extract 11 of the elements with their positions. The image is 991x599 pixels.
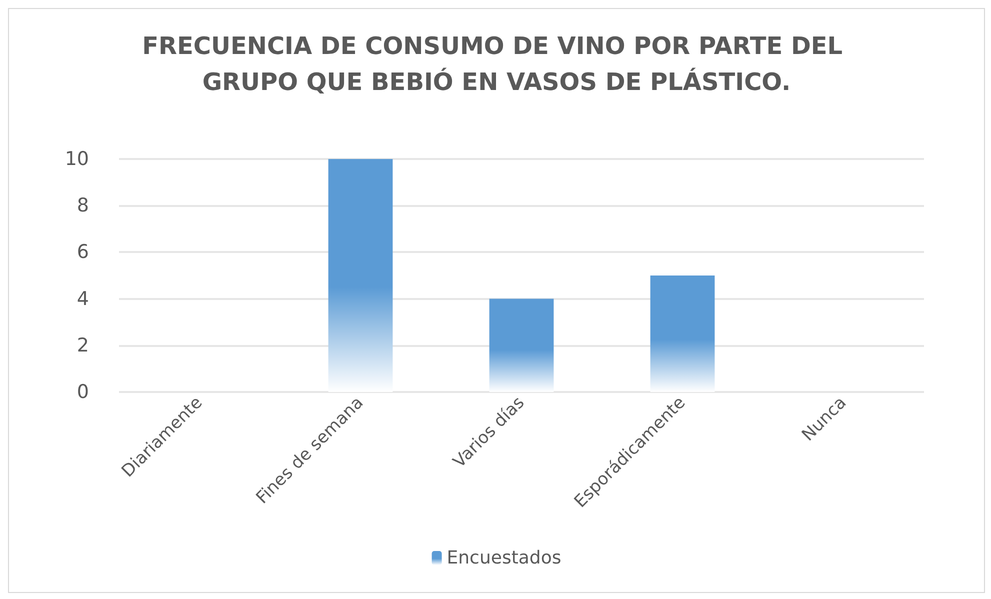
y-tick-label: 6 xyxy=(76,241,89,264)
bar xyxy=(650,276,715,392)
chart-title: FRECUENCIA DE CONSUMO DE VINO POR PARTE DEL GRUPO QUE BEBIÓ EN VASOS DE PLÁSTICO. xyxy=(142,32,851,96)
y-tick-label: 10 xyxy=(64,148,89,170)
y-tick-label: 4 xyxy=(76,288,89,310)
bar xyxy=(489,298,554,392)
bar xyxy=(328,159,393,392)
y-tick-label: 8 xyxy=(76,194,89,217)
y-tick-label: 0 xyxy=(76,381,89,403)
legend-label: Encuestados xyxy=(446,548,562,568)
y-tick-label: 2 xyxy=(76,334,89,356)
